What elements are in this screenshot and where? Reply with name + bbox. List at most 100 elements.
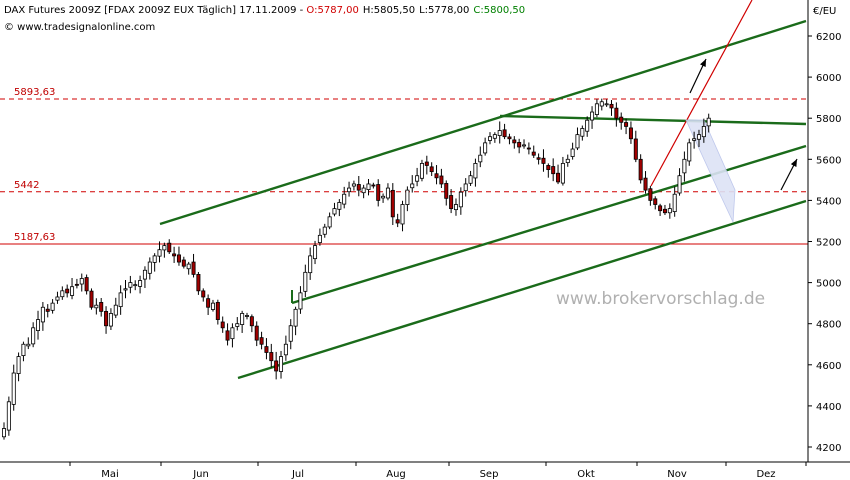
candle-body xyxy=(308,255,313,274)
candle-body xyxy=(361,187,366,194)
arrow-head xyxy=(700,59,706,67)
y-tick-label: 5000 xyxy=(816,279,841,290)
level-label: 5442 xyxy=(14,180,39,191)
candle-body xyxy=(429,166,434,173)
candle-body xyxy=(556,172,561,183)
candle-body xyxy=(560,163,565,184)
y-axis-unit-label: €/EU xyxy=(813,6,836,17)
candle-body xyxy=(599,101,604,107)
candle-body xyxy=(619,116,624,123)
candle-body xyxy=(283,343,288,356)
candle-body xyxy=(181,259,186,267)
candle-body xyxy=(458,191,463,208)
candle-body xyxy=(327,216,332,228)
candle-body xyxy=(279,356,284,372)
candle-body xyxy=(303,271,308,292)
candle-body xyxy=(89,290,94,308)
candle-body xyxy=(293,308,298,327)
candle-body xyxy=(225,330,230,341)
candle-body xyxy=(16,356,21,374)
candle-body xyxy=(104,310,109,327)
header-high: H:5805,50 xyxy=(363,5,415,16)
candle-body xyxy=(643,177,648,191)
candle-body xyxy=(74,283,79,286)
candle-body xyxy=(473,163,478,179)
candle-body xyxy=(128,282,133,288)
level-label: 5187,63 xyxy=(14,232,55,243)
candle-body xyxy=(196,274,201,292)
candle-body xyxy=(147,261,152,274)
candle-body xyxy=(444,183,449,199)
candle-body xyxy=(351,183,356,187)
candle-body xyxy=(230,327,235,340)
candle-body xyxy=(376,184,381,201)
arrow-head xyxy=(790,159,797,167)
x-tick-label: Jul xyxy=(291,469,304,480)
x-tick-label: Jun xyxy=(192,469,209,480)
candle-body xyxy=(594,103,599,115)
channel-line xyxy=(499,114,807,126)
candle-body xyxy=(400,204,405,225)
x-tick-label: Sep xyxy=(480,469,499,480)
candle-body xyxy=(546,165,551,170)
candle-body xyxy=(390,189,395,218)
candle-body xyxy=(439,175,444,185)
candle-body xyxy=(434,173,439,179)
candle-body xyxy=(415,175,420,182)
y-tick-label: 5400 xyxy=(816,196,841,207)
candle-body xyxy=(167,242,172,253)
candle-body xyxy=(604,103,609,106)
candle-body xyxy=(322,226,327,235)
candle-body xyxy=(337,202,342,210)
x-tick-label: Mai xyxy=(101,469,119,480)
candle-body xyxy=(614,107,619,119)
candle-body xyxy=(696,134,701,140)
x-tick-label: Dez xyxy=(756,469,775,480)
candle-body xyxy=(113,304,118,316)
candle-body xyxy=(108,313,113,327)
candle-body xyxy=(526,147,531,150)
candle-body xyxy=(677,175,682,194)
candle-body xyxy=(356,184,361,191)
candle-body xyxy=(142,269,147,280)
candle-body xyxy=(254,325,259,341)
header-low: L:5778,00 xyxy=(419,5,469,16)
candle-body xyxy=(317,234,322,243)
chart-header: DAX Futures 2009Z [FDAX 2009Z EUX Täglic… xyxy=(4,5,525,16)
candle-body xyxy=(162,245,167,251)
candle-body xyxy=(274,360,279,372)
candle-body xyxy=(502,129,507,138)
candle-body xyxy=(366,183,371,191)
candle-body xyxy=(653,198,658,205)
candle-body xyxy=(575,134,580,149)
candle-body xyxy=(463,183,468,192)
projection-shape xyxy=(685,119,736,223)
candle-body xyxy=(531,151,536,156)
candle-body xyxy=(706,117,711,127)
candle-body xyxy=(692,138,697,141)
y-tick-label: 6000 xyxy=(816,73,841,84)
candle-body xyxy=(624,122,629,127)
candle-body xyxy=(36,319,41,331)
level-label: 5893,63 xyxy=(14,87,55,98)
candle-body xyxy=(313,245,318,260)
candle-body xyxy=(609,103,614,109)
candle-body xyxy=(133,284,138,287)
candle-body xyxy=(633,138,638,160)
candle-body xyxy=(565,158,570,164)
candle-body xyxy=(687,142,692,162)
x-tick-label: Okt xyxy=(577,469,595,480)
candle-body xyxy=(40,306,45,323)
header-prefix: DAX Futures 2009Z [FDAX 2009Z EUX Täglic… xyxy=(4,5,306,16)
candle-body xyxy=(536,157,541,160)
x-tick-label: Nov xyxy=(667,469,687,480)
candle-body xyxy=(259,337,264,345)
y-tick-label: 4800 xyxy=(816,320,841,331)
chart-source: © www.tradesignalonline.com xyxy=(4,22,155,33)
candle-body xyxy=(11,372,16,405)
candle-body xyxy=(6,401,11,431)
candle-body xyxy=(215,301,220,320)
candle-body xyxy=(84,277,89,292)
candle-body xyxy=(585,119,590,132)
y-tick-label: 5800 xyxy=(816,114,841,125)
